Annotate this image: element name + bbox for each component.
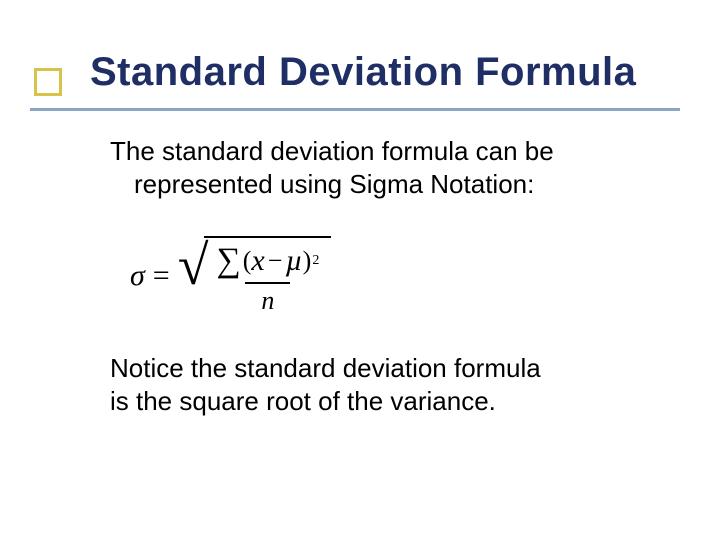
note-line-1: Notice the standard deviation formula: [110, 353, 541, 383]
equals-sign: =: [153, 259, 170, 293]
var-mu: µ: [285, 244, 302, 278]
minus-sign: −: [268, 246, 283, 276]
fraction: ∑ ( x − µ ) 2 n: [212, 242, 323, 316]
sigma-symbol: ∑: [216, 242, 240, 280]
radicand: ∑ ( x − µ ) 2 n: [204, 236, 331, 316]
slide-title: Standard Deviation Formula: [90, 50, 670, 95]
rparen: ): [303, 246, 312, 276]
radical-sign: √: [178, 238, 209, 318]
exponent-2: 2: [312, 253, 319, 269]
var-x: x: [251, 244, 264, 278]
accent-square: [34, 68, 62, 96]
formula-lhs: σ: [130, 259, 145, 293]
slide: Standard Deviation Formula The standard …: [0, 0, 720, 540]
numerator: ∑ ( x − µ ) 2: [212, 242, 323, 282]
body: The standard deviation formula can be re…: [110, 135, 630, 417]
title-underline: [30, 108, 680, 111]
note-line-2: is the square root of the variance.: [110, 386, 496, 416]
denominator: n: [245, 282, 290, 316]
note-paragraph: Notice the standard deviation formula is…: [110, 352, 630, 417]
intro-line-1: The standard deviation formula can be: [110, 136, 554, 166]
intro-line-2: represented using Sigma Notation:: [110, 168, 630, 201]
title-block: Standard Deviation Formula: [90, 50, 670, 95]
formula: σ = √ ∑ ( x − µ ) 2: [130, 236, 630, 316]
intro-paragraph: The standard deviation formula can be re…: [110, 135, 630, 200]
square-root: √ ∑ ( x − µ ) 2 n: [178, 236, 332, 316]
